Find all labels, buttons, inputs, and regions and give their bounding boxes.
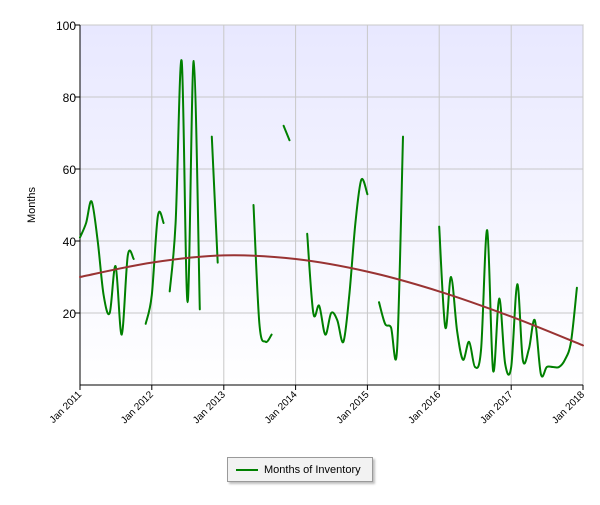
x-tick-label: Jan 2016 — [406, 389, 443, 426]
plot-area — [79, 24, 584, 386]
series-line-segment — [144, 210, 165, 325]
series-line-segment — [378, 135, 404, 361]
series-line-segment — [306, 177, 369, 344]
x-tick-label: Jan 2015 — [335, 389, 372, 426]
series-line-segment — [168, 59, 201, 311]
trend-line — [79, 254, 584, 347]
x-tick-label: Jan 2012 — [119, 389, 156, 426]
y-tick-label: 60 — [63, 163, 77, 177]
y-tick-label: 100 — [56, 19, 76, 33]
legend-swatch — [236, 468, 258, 471]
series-line-segment — [210, 135, 219, 264]
series-line-segment — [438, 225, 578, 378]
series-line-segment — [79, 200, 135, 336]
y-tick-label: 40 — [63, 235, 77, 249]
series — [79, 59, 584, 378]
x-tick-label: Jan 2013 — [191, 389, 228, 426]
series-line-segment — [252, 204, 273, 344]
x-tick-label: Jan 2017 — [478, 389, 515, 426]
x-tick-label: Jan 2018 — [550, 389, 587, 426]
y-axis-label: Months — [26, 186, 38, 223]
x-tick-label: Jan 2014 — [263, 389, 300, 426]
legend: Months of Inventory — [227, 457, 373, 482]
series-line-segment — [282, 124, 291, 142]
y-tick-label: 80 — [63, 91, 77, 105]
y-tick-label: 20 — [63, 307, 77, 321]
legend-label: Months of Inventory — [264, 463, 361, 476]
x-tick-label: Jan 2011 — [48, 389, 85, 426]
